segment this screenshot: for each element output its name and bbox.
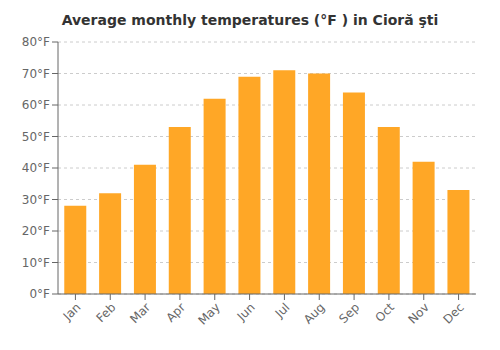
svg-text:0°F: 0°F (29, 287, 50, 301)
svg-text:50°F: 50°F (22, 130, 50, 144)
svg-text:Oct: Oct (372, 300, 397, 325)
svg-text:80°F: 80°F (22, 35, 50, 49)
svg-text:Dec: Dec (440, 300, 466, 326)
svg-text:30°F: 30°F (22, 193, 50, 207)
svg-text:Apr: Apr (163, 300, 188, 325)
svg-text:10°F: 10°F (22, 256, 50, 270)
svg-text:Aug: Aug (301, 300, 327, 326)
svg-text:Sep: Sep (336, 300, 362, 326)
html-text:Average monthly temperatures (: Average monthly temperatures (°F ) in Ci… (61, 12, 439, 28)
svg-text:Feb: Feb (93, 300, 118, 325)
svg-text:40°F: 40°F (22, 161, 50, 175)
svg-text:Mar: Mar (127, 300, 153, 326)
svg-text:70°F: 70°F (22, 67, 50, 81)
svg-text:Jan: Jan (60, 300, 84, 324)
svg-text:20°F: 20°F (22, 224, 50, 238)
svg-text:Jul: Jul (272, 300, 293, 321)
svg-text:60°F: 60°F (22, 98, 50, 112)
svg-text:May: May (195, 300, 222, 327)
svg-text:Jun: Jun (234, 300, 258, 324)
svg-text:Nov: Nov (405, 300, 431, 326)
